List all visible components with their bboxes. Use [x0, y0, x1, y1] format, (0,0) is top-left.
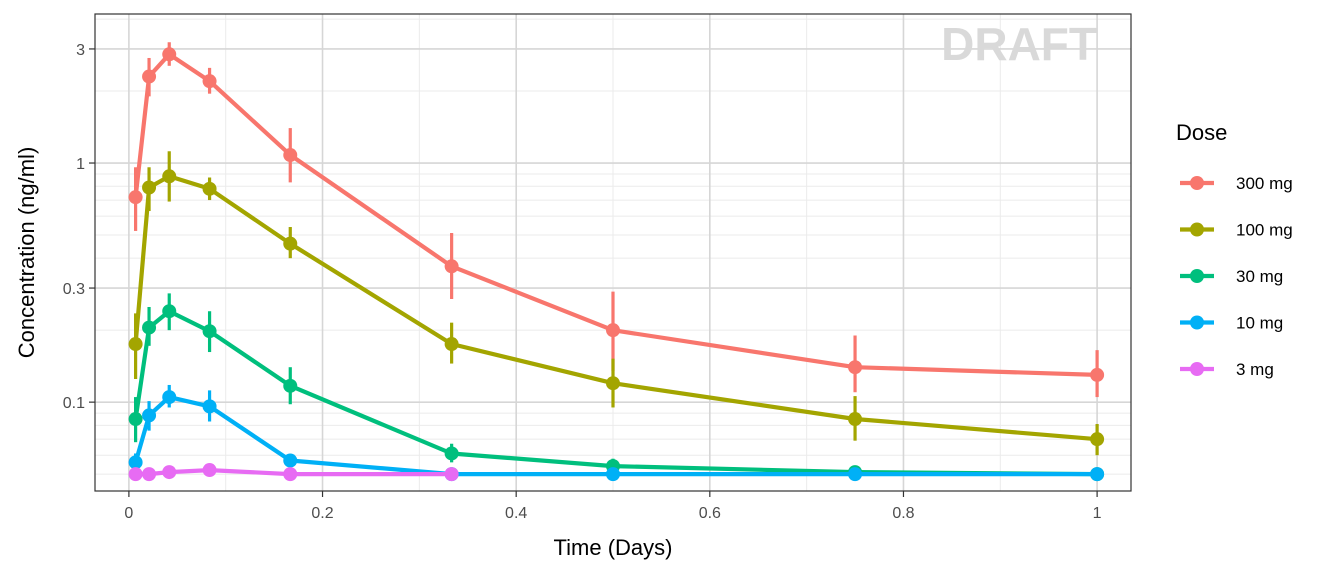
data-point [848, 467, 863, 482]
x-tick-label: 0 [124, 505, 133, 522]
legend-label: 100 mg [1236, 221, 1293, 240]
data-point [128, 412, 143, 427]
data-point [162, 465, 177, 480]
data-point [444, 337, 459, 352]
data-point [142, 467, 157, 482]
data-point [1090, 467, 1105, 482]
grid-layer [95, 14, 1131, 491]
legend-items: 300 mg 100 mg 30 mg 10 mg 3 mg [1180, 174, 1293, 379]
data-point [444, 446, 459, 461]
data-point [283, 378, 298, 393]
data-point [128, 455, 143, 470]
legend-item: 100 mg [1180, 221, 1293, 240]
data-point [606, 467, 620, 482]
series-3-mg [128, 463, 459, 482]
legend-item: 3 mg [1180, 360, 1274, 379]
x-tick-label: 0.6 [699, 505, 721, 522]
y-tick-label: 0.1 [63, 395, 85, 412]
y-tick-label: 3 [76, 42, 85, 59]
legend-item: 300 mg [1180, 174, 1293, 193]
data-point [283, 467, 298, 482]
legend-key-point [1190, 176, 1204, 190]
legend-label: 10 mg [1236, 314, 1283, 333]
legend-item: 10 mg [1180, 314, 1283, 333]
data-point [202, 74, 217, 89]
data-point [162, 304, 177, 319]
y-tick-label: 1 [76, 156, 85, 173]
data-point [444, 467, 459, 482]
data-point [1090, 432, 1105, 447]
data-point [128, 190, 143, 205]
data-point [162, 390, 177, 405]
legend-key-point [1190, 362, 1204, 376]
data-point [162, 47, 177, 62]
legend-item: 30 mg [1180, 267, 1283, 286]
data-point [162, 169, 177, 184]
legend-label: 300 mg [1236, 174, 1293, 193]
data-point [202, 463, 217, 478]
legend-title: Dose [1176, 120, 1227, 145]
x-tick-label: 0.2 [311, 505, 333, 522]
data-point [142, 320, 157, 335]
series-100-mg [128, 151, 1105, 456]
series-layer [128, 42, 1105, 482]
y-tick-label: 0.3 [63, 281, 85, 298]
panel-border [94, 13, 1132, 492]
x-tick-label: 0.8 [892, 505, 914, 522]
legend-key-point [1190, 269, 1204, 283]
legend-key-point [1190, 222, 1204, 237]
data-point [128, 467, 143, 482]
data-point [202, 324, 217, 339]
data-point [848, 360, 863, 375]
x-tick-label: 1 [1093, 505, 1102, 522]
data-point [1090, 367, 1105, 382]
data-point [606, 323, 620, 338]
data-point [283, 148, 298, 163]
data-point [283, 453, 298, 468]
legend-label: 30 mg [1236, 267, 1283, 286]
data-point [142, 180, 157, 195]
data-point [128, 337, 143, 352]
legend-label: 3 mg [1236, 360, 1274, 379]
legend: Dose 300 mg 100 mg 30 mg 10 mg 3 mg [1176, 120, 1293, 379]
data-point [848, 412, 863, 427]
watermark: DRAFT [941, 18, 1097, 70]
data-point [142, 408, 157, 423]
x-tick-label: 0.4 [505, 505, 527, 522]
y-axis-title: Concentration (ng/ml) [14, 147, 39, 359]
data-point [142, 69, 157, 84]
data-point [283, 236, 298, 251]
data-point [202, 399, 217, 414]
legend-key-point [1190, 315, 1204, 330]
x-axis-title: Time (Days) [554, 535, 673, 560]
axis-layer: 0 0.2 0.4 0.6 0.8 1 0.1 0.3 1 3 [63, 42, 1102, 522]
series-300-mg [128, 42, 1105, 398]
data-point [202, 181, 217, 196]
data-point [444, 259, 459, 274]
data-point [606, 376, 620, 391]
